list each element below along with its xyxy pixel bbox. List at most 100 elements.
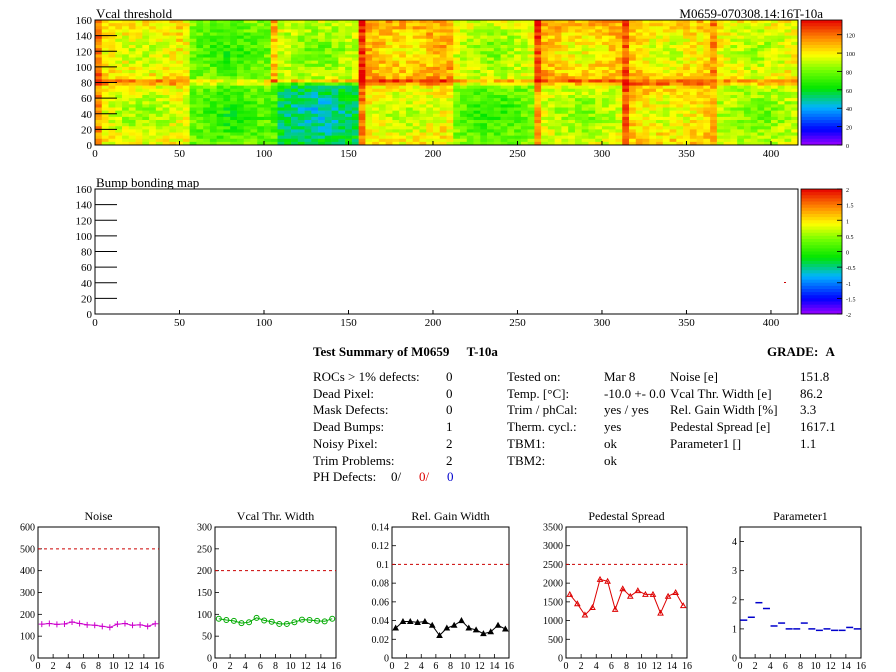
heatmap-cell (460, 123, 468, 127)
heatmap-cell (358, 38, 366, 43)
defect-label: Noisy Pixel: (313, 435, 378, 451)
heatmap-cell (581, 48, 589, 52)
plot-x-tick-label: 12 (301, 661, 311, 672)
heatmap-cell (284, 88, 292, 93)
heatmap-cell (142, 95, 150, 99)
heatmap-cell (351, 88, 359, 93)
heatmap-cell (770, 120, 779, 124)
heatmap-cell (541, 91, 549, 96)
heatmap-cell (149, 85, 157, 90)
heatmap-cell (122, 35, 130, 40)
heatmap-cell (784, 70, 792, 74)
heatmap-cell (351, 48, 359, 52)
heatmap-cell (101, 132, 109, 136)
heatmap-cell (358, 57, 366, 61)
heatmap-cell (791, 57, 799, 61)
heatmap-cell (527, 141, 535, 146)
heatmap-cell (223, 20, 231, 24)
heatmap-cell (595, 98, 603, 102)
heatmap-cell (723, 104, 731, 108)
heatmap-cell (757, 63, 765, 68)
plot-x-tick-label: 8 (448, 661, 453, 672)
heatmap-cell (460, 91, 468, 96)
heatmap-cell (182, 91, 190, 96)
heatmap-cell (426, 91, 434, 96)
heatmap-cell (291, 66, 299, 71)
heatmap-cell (730, 60, 738, 65)
heatmap-cell (230, 63, 238, 68)
heatmap-cell (527, 79, 535, 83)
heatmap-cell (365, 51, 373, 55)
heatmap-cell (318, 135, 326, 140)
heatmap-cell (568, 123, 576, 127)
heatmap-cell (324, 32, 332, 36)
heatmap-cell (466, 129, 474, 133)
heatmap-cell (446, 135, 454, 140)
heatmap-cell (426, 32, 434, 36)
heatmap-cell (716, 29, 724, 33)
heatmap-cell (338, 101, 346, 105)
heatmap-cell (311, 91, 319, 96)
heatmap-cell (372, 138, 380, 143)
plot-title: Parameter1 (773, 509, 828, 523)
heatmap-cell (649, 113, 657, 118)
heatmap-cell (277, 45, 285, 49)
heatmap-cell (629, 82, 637, 86)
heatmap-cell (176, 51, 184, 55)
heatmap-cell (189, 98, 197, 102)
heatmap-cell (656, 45, 664, 49)
heatmap-cell (169, 20, 177, 24)
heatmap-cell (432, 107, 441, 111)
heatmap-cell (696, 141, 704, 146)
heatmap-cell (635, 29, 643, 33)
heatmap-cell (122, 85, 130, 90)
heatmap-cell (777, 45, 785, 49)
heatmap-cell (324, 20, 332, 24)
heatmap-cell (216, 82, 224, 86)
heatmap-cell (277, 26, 285, 30)
heatmap-cell (764, 135, 772, 140)
heatmap-cell (480, 98, 488, 102)
heatmap-cell (182, 88, 190, 93)
heatmap-cell (108, 35, 116, 40)
heatmap-cell (250, 48, 258, 52)
heatmap-cell (392, 116, 400, 121)
heatmap-cell (487, 29, 495, 33)
defect-value: 2 (446, 435, 453, 451)
heatmap-cell (432, 32, 441, 36)
heatmap-cell (318, 120, 326, 124)
heatmap-cell (743, 126, 751, 130)
heatmap-cell (493, 57, 501, 61)
heatmap-cell (581, 73, 589, 77)
heatmap-cell (345, 63, 353, 68)
heatmap-cell (101, 120, 109, 124)
heatmap-cell (439, 88, 447, 93)
plot-x-tick-label: 4 (768, 661, 773, 672)
heatmap-cell (730, 45, 738, 49)
heatmap-cell (507, 95, 515, 99)
heatmap-cell (338, 82, 346, 86)
heatmap-cell (196, 104, 204, 108)
heatmap-cell (419, 110, 427, 115)
heatmap-cell (487, 73, 495, 77)
heatmap-cell (676, 38, 684, 43)
heatmap-cell (615, 141, 623, 146)
data-point (581, 611, 589, 618)
heatmap-cell (730, 141, 738, 146)
heatmap-cell (608, 51, 616, 55)
data-point (611, 605, 619, 612)
heatmap-cell (230, 79, 238, 83)
heatmap-cell (169, 79, 177, 83)
heatmap-cell (487, 98, 495, 102)
heatmap-cell (405, 135, 413, 140)
heatmap-cell (770, 101, 779, 105)
heatmap-cell (257, 35, 265, 40)
heatmap-cell (649, 116, 657, 121)
heatmap-cell (541, 60, 549, 65)
heatmap-cell (683, 54, 691, 58)
heatmap-cell (460, 70, 468, 74)
heatmap-cell (412, 73, 420, 77)
heatmap-cell (128, 79, 136, 83)
heatmap-cell (554, 104, 562, 108)
heatmap-cell (500, 113, 508, 118)
